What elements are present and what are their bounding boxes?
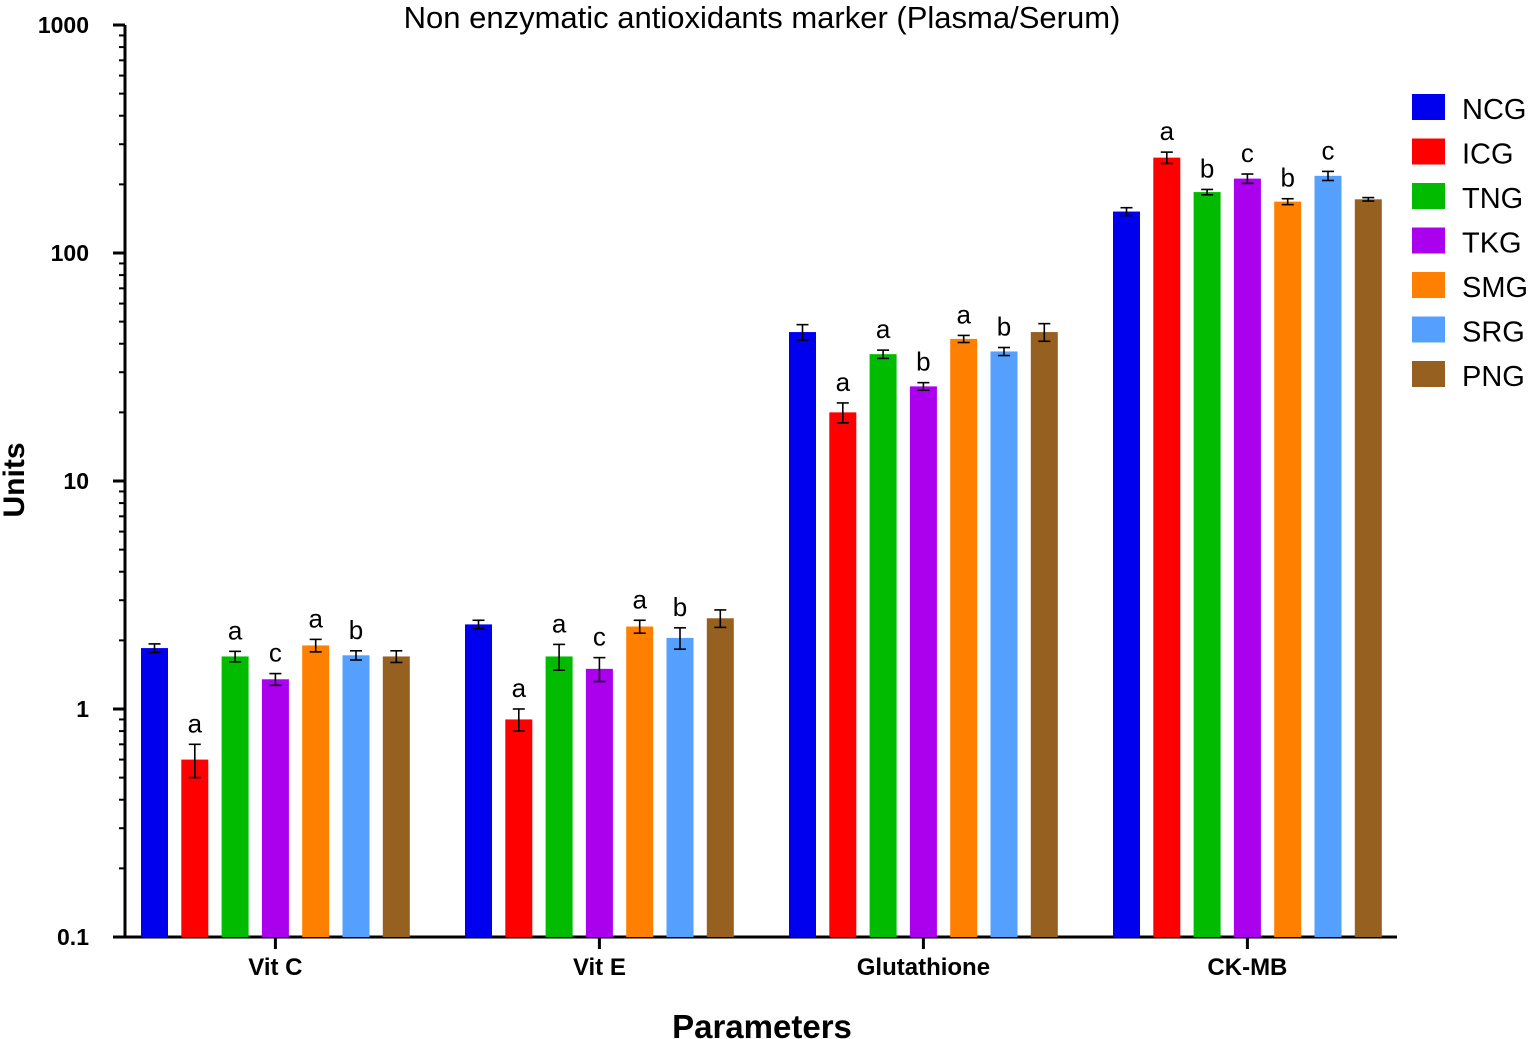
legend-label: TNG <box>1462 183 1523 215</box>
x-tick-label: Vit E <box>573 954 626 981</box>
bar <box>1193 192 1221 937</box>
bar <box>1153 157 1181 937</box>
bar <box>789 332 816 938</box>
legend-swatch <box>1412 316 1445 343</box>
chart-title: Non enzymatic antioxidants marker (Plasm… <box>404 0 1121 35</box>
legend-swatch <box>1412 272 1445 298</box>
legend-label: SRG <box>1462 317 1525 349</box>
bar <box>261 679 289 937</box>
significance-label: a <box>308 603 323 633</box>
y-tick-label: 10 <box>63 468 89 494</box>
significance-label: a <box>632 584 647 614</box>
significance-label: b <box>997 312 1011 342</box>
bar <box>829 412 857 937</box>
bar <box>706 618 734 937</box>
y-tick-label: 0.1 <box>57 924 89 950</box>
bar <box>1354 199 1382 938</box>
significance-label: b <box>916 347 930 377</box>
significance-label: a <box>1160 116 1175 146</box>
x-tick-label: Glutathione <box>857 954 990 981</box>
legend-swatch <box>1412 361 1445 387</box>
significance-label: b <box>1200 153 1214 183</box>
significance-label: a <box>512 673 527 703</box>
significance-label: b <box>673 592 687 622</box>
legend-swatch <box>1412 138 1445 165</box>
legend-label: ICG <box>1462 139 1514 171</box>
legend-swatch <box>1412 183 1445 209</box>
bar <box>505 719 533 937</box>
bar <box>181 759 209 937</box>
significance-label: a <box>228 615 243 645</box>
bar <box>1314 175 1342 938</box>
x-tick-label: Vit C <box>248 954 302 981</box>
significance-label: a <box>876 314 891 344</box>
significance-label: a <box>836 367 851 397</box>
bar <box>221 656 249 937</box>
significance-label: c <box>593 622 606 652</box>
significance-label: a <box>956 299 971 329</box>
y-axis-title: Units <box>0 443 31 518</box>
bar <box>1113 211 1140 937</box>
bar <box>909 386 937 937</box>
x-tick-label: CK-MB <box>1207 954 1287 981</box>
y-tick-label: 1 <box>76 696 89 722</box>
bar <box>1233 178 1261 937</box>
legend-label: NCG <box>1462 94 1526 126</box>
bar <box>950 338 978 937</box>
significance-label: b <box>1280 163 1294 193</box>
bar <box>666 637 694 937</box>
significance-label: a <box>188 708 203 738</box>
y-tick-label: 100 <box>51 240 89 266</box>
bar <box>382 656 410 937</box>
legend-swatch <box>1412 227 1445 254</box>
bar <box>990 351 1018 937</box>
bar <box>626 626 654 937</box>
bar <box>1030 332 1058 938</box>
significance-label: c <box>1322 135 1335 165</box>
significance-label: a <box>552 608 567 638</box>
bar <box>1274 201 1302 937</box>
x-axis-title: Parameters <box>672 1008 852 1039</box>
bar <box>342 655 370 937</box>
bar <box>302 645 330 937</box>
significance-label: b <box>349 615 363 645</box>
bar <box>545 656 573 937</box>
bar <box>869 354 897 937</box>
legend-label: PNG <box>1462 361 1525 393</box>
legend-label: SMG <box>1462 272 1528 304</box>
bar <box>585 668 613 937</box>
legend-label: TKG <box>1462 228 1522 260</box>
significance-label: c <box>1241 138 1254 168</box>
bar <box>141 648 168 937</box>
bar <box>465 624 492 937</box>
legend: NCG ICG TNG TKG SMG SRG PNG <box>1412 94 1528 393</box>
significance-label: c <box>269 638 282 668</box>
y-tick-label: 1000 <box>38 12 89 38</box>
legend-swatch <box>1412 94 1445 120</box>
